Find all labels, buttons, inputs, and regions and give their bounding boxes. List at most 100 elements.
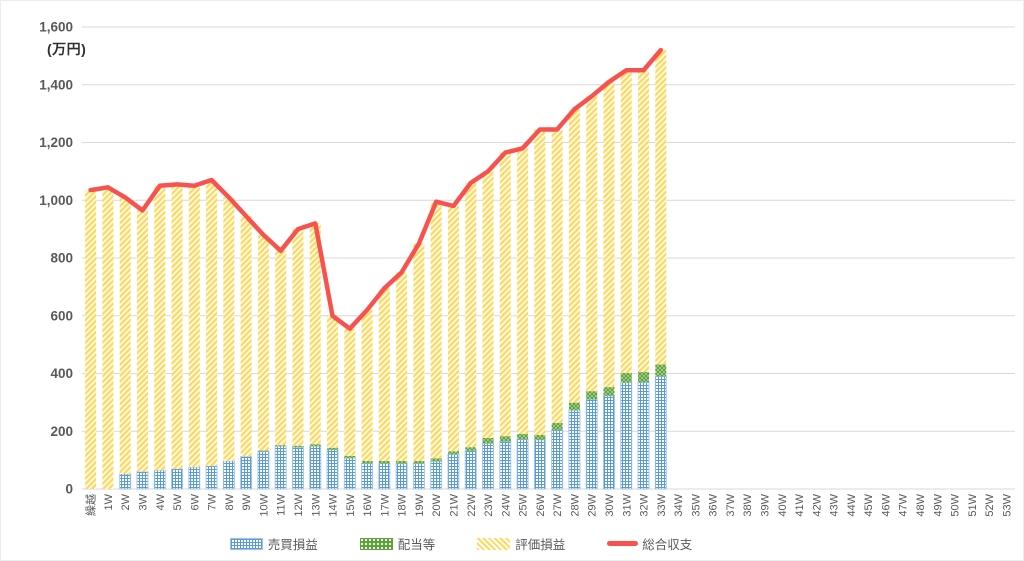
bar-segment-blue-grid: [533, 439, 546, 490]
grid-lines: [82, 26, 1015, 490]
bar-segment-yellow-hatch: [292, 229, 304, 446]
bar-segment-blue-grid: [654, 375, 667, 490]
bar-segment-blue-grid: [464, 450, 477, 490]
x-tick-label: 30W: [604, 493, 616, 516]
x-tick-label: 49W: [932, 493, 944, 516]
y-tick-label: 1,000: [39, 193, 73, 208]
bar-segment-yellow-hatch: [206, 180, 218, 466]
x-tick-label: 37W: [725, 493, 737, 516]
x-tick-label: 24W: [500, 493, 512, 516]
x-tick-label: 3W: [137, 493, 149, 510]
x-axis-labels: 繰越 1W 2W 3W 4W 5W 6W 7W 8W 9W 10W 11W 12W 13W 14W 15W 16…: [84, 493, 1014, 516]
bar-segment-blue-grid: [551, 429, 564, 490]
bar-segment-yellow-hatch: [136, 210, 148, 472]
bar-segment-blue-grid: [343, 457, 356, 490]
bar-segment-green-dots: [465, 447, 477, 451]
bar-segment-blue-grid: [447, 453, 460, 490]
bar-segment-green-dots: [534, 435, 546, 440]
bar-segment-yellow-hatch: [85, 190, 97, 490]
bar-segment-blue-grid: [568, 409, 581, 490]
bar-segment-yellow-hatch: [568, 109, 580, 403]
bar-segment-blue-grid: [361, 462, 374, 490]
x-tick-label: 43W: [829, 493, 841, 516]
x-tick-label: 44W: [846, 493, 858, 516]
bar-segment-yellow-hatch: [344, 328, 356, 456]
bar-segment-blue-grid: [585, 398, 598, 490]
x-tick-label: 9W: [241, 493, 253, 510]
bar-segment-yellow-hatch: [465, 182, 477, 448]
x-tick-label: 42W: [811, 493, 823, 516]
bar-segment-blue-grid: [395, 463, 408, 490]
x-tick-label: 38W: [742, 493, 754, 516]
bar-segment-green-dots: [361, 460, 373, 464]
bar-segment-green-dots: [655, 364, 667, 377]
bar-segment-yellow-hatch: [413, 243, 425, 461]
x-tick-label: 50W: [950, 493, 962, 516]
bar-segment-green-dots: [482, 437, 494, 444]
bar-segment-blue-grid: [516, 438, 529, 490]
bar-segment-blue-grid: [378, 463, 391, 490]
y-tick-label: 400: [50, 366, 73, 381]
x-tick-label: 17W: [379, 493, 391, 516]
y-axis-labels: 0 200 400 600 800 1,000 1,200 1,400 1,600: [39, 20, 73, 497]
x-tick-label: 15W: [345, 493, 357, 516]
bar-segment-yellow-hatch: [620, 70, 632, 373]
bar-segment-blue-grid: [188, 466, 201, 490]
legend-item-1: 売買損益: [229, 534, 318, 553]
y-tick-label: 200: [50, 424, 73, 439]
x-tick-label: 36W: [708, 493, 720, 516]
bar-segment-yellow-hatch: [361, 309, 373, 461]
bar-segment-blue-grid: [499, 440, 512, 490]
legend-swatch-yellow-hatch: [477, 537, 511, 550]
legend-label: 配当等: [397, 538, 436, 552]
bar-segment-green-dots: [568, 402, 580, 411]
bar-segment-green-dots: [344, 455, 356, 459]
bar-segment-green-dots: [517, 433, 529, 440]
bar-segment-green-dots: [257, 450, 269, 452]
bar-segment-blue-grid: [637, 381, 650, 490]
bar-segment-green-dots: [620, 372, 632, 383]
x-tick-label: 31W: [621, 493, 633, 516]
x-tick-label: 4W: [155, 493, 167, 510]
bar-segment-yellow-hatch: [119, 197, 131, 474]
legend-swatch-solid-red: [607, 541, 639, 546]
y-tick-label: 600: [50, 308, 73, 323]
x-tick-label: 6W: [189, 493, 201, 510]
bar-segment-yellow-hatch: [171, 184, 183, 469]
bar-segment-green-dots: [499, 436, 511, 442]
x-tick-label: 28W: [569, 493, 581, 516]
bar-segment-yellow-hatch: [638, 70, 650, 373]
bar-segment-green-dots: [396, 460, 408, 464]
bar-segment-blue-grid: [620, 382, 633, 490]
bar-segment-yellow-hatch: [309, 223, 321, 445]
bar-segment-green-dots: [378, 460, 390, 464]
x-tick-label: 21W: [448, 493, 460, 516]
bar-segment-yellow-hatch: [396, 272, 408, 461]
bar-segment-green-dots: [551, 422, 563, 430]
bar-segment-yellow-hatch: [257, 234, 269, 451]
bar-segment-yellow-hatch: [534, 129, 546, 436]
bar-segment-green-dots: [447, 451, 459, 455]
x-tick-label: 46W: [880, 493, 892, 516]
bar-segment-blue-grid: [119, 473, 132, 490]
x-tick-label: 33W: [656, 493, 668, 516]
bar-segment-blue-grid: [326, 449, 339, 490]
x-tick-label: 22W: [466, 493, 478, 516]
y-tick-label: 1,600: [39, 20, 73, 35]
x-tick-label: 1W: [103, 493, 115, 510]
x-tick-label: 51W: [967, 493, 979, 516]
bar-segment-blue-grid: [603, 395, 615, 490]
legend-item-2: 配当等: [359, 534, 436, 553]
x-tick-label: 5W: [172, 493, 184, 510]
x-tick-label: 47W: [898, 493, 910, 516]
legend-swatch-blue-grid: [229, 537, 263, 550]
bar-segment-yellow-hatch: [154, 185, 166, 471]
y-tick-label: 1,400: [39, 77, 73, 92]
x-tick-label: 40W: [777, 493, 789, 516]
x-tick-label: 29W: [587, 493, 599, 516]
bar-series: [85, 50, 667, 490]
bar-segment-yellow-hatch: [102, 187, 114, 489]
bar-segment-yellow-hatch: [551, 129, 563, 423]
legend-swatch-green-dots: [359, 537, 393, 550]
chart-legend: 売買損益 配当等 評価損益 総合収支: [1, 534, 921, 553]
